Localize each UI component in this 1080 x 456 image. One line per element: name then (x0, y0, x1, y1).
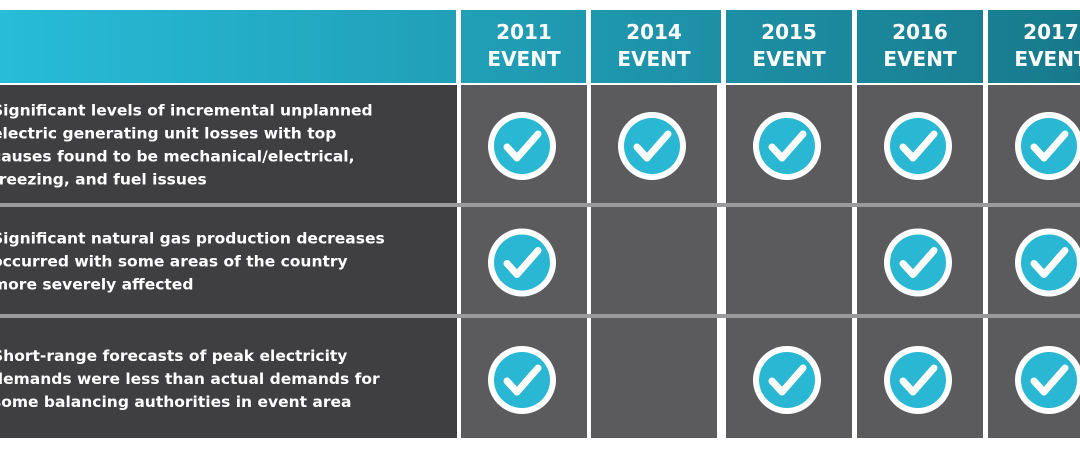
check-icon (753, 112, 821, 180)
header-gap (852, 10, 857, 83)
check-icon (884, 228, 952, 297)
header-gap (721, 10, 726, 83)
check-icon (1015, 346, 1080, 414)
row-label-cell (0, 85, 457, 203)
column-label: EVENT (1014, 47, 1080, 71)
column-year: 2016 (892, 20, 948, 44)
row-divider (0, 203, 1080, 207)
row-label-line: Significant levels of incremental unplan… (0, 102, 373, 120)
row-label-line: occurred with some areas of the country (0, 253, 348, 271)
header-gap (456, 10, 461, 83)
row-label-line: causes found to be mechanical/electrical… (0, 148, 355, 166)
check-disc (890, 234, 946, 291)
check-disc (1021, 234, 1077, 291)
check-tick (503, 364, 542, 396)
check-icon (488, 228, 556, 297)
row-label-line: freezing, and fuel issues (0, 171, 207, 189)
check-disc (624, 118, 680, 174)
check-icon (618, 112, 686, 180)
check-disc (890, 352, 946, 408)
check-icon (753, 346, 821, 414)
header-band (0, 10, 1080, 83)
column-year: 2015 (761, 20, 817, 44)
check-icon (884, 112, 952, 180)
row-label-cell (0, 318, 457, 438)
check-icon (488, 112, 556, 180)
row-divider (0, 314, 1080, 318)
header-gap (983, 10, 988, 83)
row-label-line: Significant natural gas production decre… (0, 230, 385, 248)
check-icon (488, 346, 556, 414)
check-icon (1015, 228, 1080, 297)
check-disc (494, 352, 550, 408)
column-label: EVENT (487, 47, 561, 71)
check-tick (1030, 130, 1069, 162)
check-disc (759, 352, 815, 408)
check-tick (768, 130, 807, 162)
header-gap (586, 10, 591, 83)
check-tick (899, 247, 938, 278)
cell (591, 318, 717, 438)
check-disc (1021, 118, 1077, 174)
check-tick (1030, 364, 1069, 396)
check-disc (494, 234, 550, 291)
check-tick (503, 130, 542, 162)
row-label-line: Short-range forecasts of peak electricit… (0, 347, 347, 365)
check-tick (503, 247, 542, 278)
check-tick (899, 364, 938, 396)
column-label: EVENT (617, 47, 691, 71)
check-disc (494, 118, 550, 174)
check-disc (759, 118, 815, 174)
cell (591, 207, 717, 314)
check-disc (1021, 352, 1077, 408)
column-label: EVENT (752, 47, 826, 71)
check-tick (899, 130, 938, 162)
check-tick (1030, 247, 1069, 278)
check-icon (884, 346, 952, 414)
row-label-line: electric generating unit losses with top (0, 125, 336, 143)
row-label-line: more severely affected (0, 276, 193, 294)
row-label-cell (0, 207, 457, 314)
check-disc (890, 118, 946, 174)
column-year: 2017 (1023, 20, 1079, 44)
check-icon (1015, 112, 1080, 180)
row-label-line: demands were less than actual demands fo… (0, 370, 380, 388)
column-label: EVENT (883, 47, 957, 71)
column-year: 2011 (496, 20, 552, 44)
column-year: 2014 (626, 20, 682, 44)
check-tick (768, 364, 807, 396)
row-label-line: some balancing authorities in event area (0, 393, 352, 411)
cell (726, 207, 852, 314)
check-tick (633, 130, 672, 162)
